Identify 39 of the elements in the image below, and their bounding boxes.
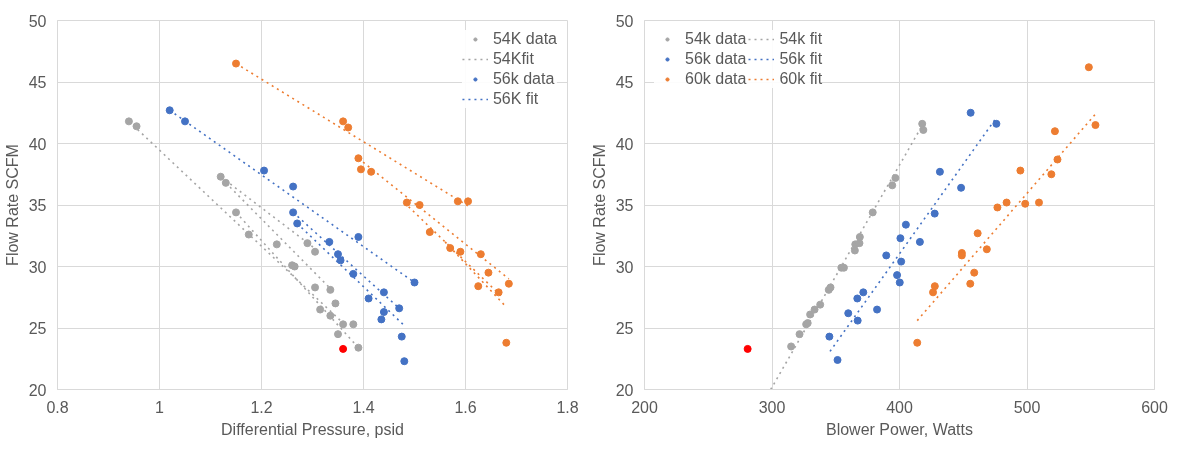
- x-tick-label: 300: [758, 398, 786, 416]
- x-tick-label: 1: [155, 398, 165, 416]
- x-tick-label: 400: [886, 398, 913, 416]
- y-tick-label: 30: [28, 258, 47, 276]
- y-axis-title: Flow Rate SCFM: [590, 144, 608, 266]
- y-tick-label: 45: [615, 74, 634, 91]
- y-axis-title: Flow Rate SCFM: [3, 144, 21, 266]
- y-tick-label: 25: [28, 320, 47, 337]
- y-tick-label: 25: [615, 320, 634, 337]
- legend-label: 56K fit: [492, 90, 539, 108]
- legend-label: 56k data: [685, 50, 747, 68]
- x-tick-label: 200: [631, 398, 658, 416]
- y-tick-label: 40: [615, 135, 634, 153]
- legend-label: 54Kfit: [492, 50, 534, 68]
- legend-label: 56k fit: [779, 50, 823, 68]
- legend-label: 54k fit: [779, 30, 823, 48]
- y-tick-label: 20: [28, 381, 47, 399]
- x-tick-label: 500: [1013, 398, 1041, 416]
- legend-label: 56k data: [492, 70, 555, 88]
- y-tick-label: 40: [28, 135, 47, 153]
- y-tick-label: 35: [28, 197, 47, 214]
- legend-label: 54K data: [492, 30, 557, 48]
- x-axis-title: Blower Power, Watts: [826, 420, 974, 438]
- y-tick-label: 30: [615, 258, 634, 276]
- x-tick-label: 0.8: [46, 398, 69, 416]
- y-tick-label: 20: [615, 381, 634, 399]
- legend-label: 60k fit: [779, 70, 823, 88]
- y-tick-label: 50: [28, 12, 47, 30]
- legend-label: 60k data: [685, 70, 747, 88]
- x-tick-label: 1.8: [556, 398, 579, 416]
- x-tick-label: 1.6: [454, 398, 477, 416]
- y-tick-label: 45: [28, 74, 47, 91]
- x-tick-label: 1.2: [250, 398, 273, 416]
- x-tick-label: 600: [1141, 398, 1168, 416]
- x-tick-label: 1.4: [352, 398, 375, 416]
- x-axis-title: Differential Pressure, psid: [221, 420, 404, 438]
- y-tick-label: 35: [615, 197, 634, 214]
- y-tick-label: 50: [615, 12, 634, 30]
- legend-label: 54k data: [685, 30, 747, 48]
